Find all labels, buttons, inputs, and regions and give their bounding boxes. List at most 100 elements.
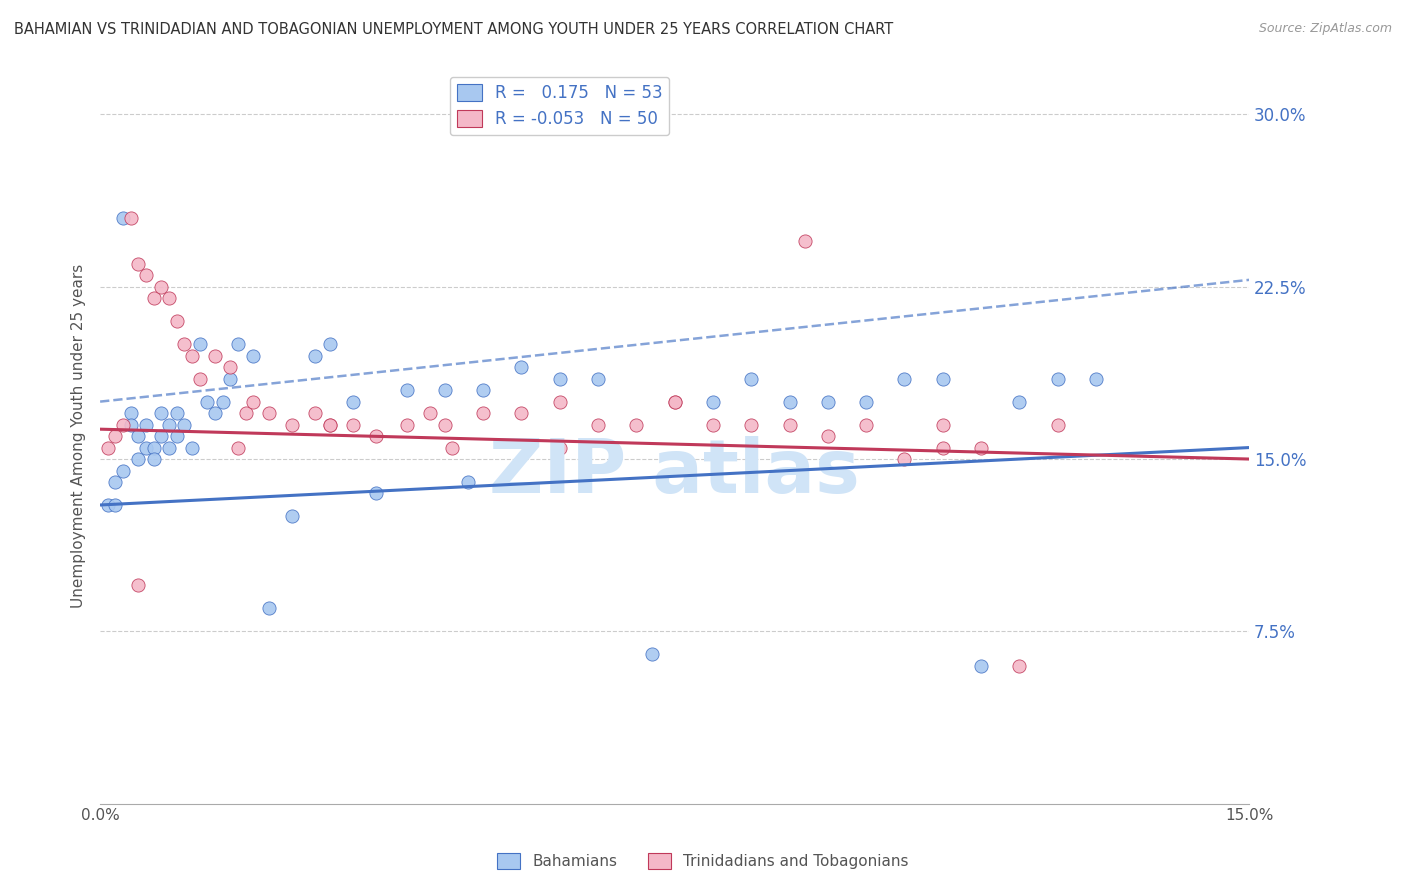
Point [280, 417, 302, 432]
Point [932, 371, 955, 385]
Point [433, 417, 456, 432]
Point [120, 406, 142, 420]
Point [342, 394, 364, 409]
Point [242, 349, 264, 363]
Point [702, 417, 724, 432]
Point [104, 475, 127, 489]
Text: Source: ZipAtlas.com: Source: ZipAtlas.com [1258, 22, 1392, 36]
Point [157, 417, 180, 432]
Point [127, 257, 149, 271]
Point [181, 441, 204, 455]
Point [150, 429, 173, 443]
Point [127, 452, 149, 467]
Point [112, 463, 135, 477]
Point [173, 417, 195, 432]
Point [112, 417, 135, 432]
Text: BAHAMIAN VS TRINIDADIAN AND TOBAGONIAN UNEMPLOYMENT AMONG YOUTH UNDER 25 YEARS C: BAHAMIAN VS TRINIDADIAN AND TOBAGONIAN U… [14, 22, 893, 37]
Point [457, 475, 479, 489]
Point [280, 509, 302, 524]
Point [364, 429, 387, 443]
Point [893, 452, 915, 467]
Point [150, 406, 173, 420]
Point [441, 441, 464, 455]
Point [586, 417, 609, 432]
Point [779, 394, 801, 409]
Point [150, 279, 173, 293]
Point [226, 337, 249, 351]
Point [257, 406, 280, 420]
Point [970, 441, 993, 455]
Point [855, 394, 877, 409]
Point [1008, 658, 1031, 673]
Point [342, 417, 364, 432]
Point [188, 337, 211, 351]
Point [104, 498, 127, 512]
Point [855, 417, 877, 432]
Point [817, 394, 839, 409]
Y-axis label: Unemployment Among Youth under 25 years: Unemployment Among Youth under 25 years [72, 264, 86, 608]
Point [932, 441, 955, 455]
Point [548, 394, 571, 409]
Point [779, 417, 801, 432]
Point [166, 429, 188, 443]
Legend: R =   0.175   N = 53, R = -0.053   N = 50: R = 0.175 N = 53, R = -0.053 N = 50 [450, 77, 669, 135]
Point [304, 349, 326, 363]
Point [166, 314, 188, 328]
Point [135, 417, 157, 432]
Point [142, 291, 165, 305]
Point [219, 371, 242, 385]
Point [135, 268, 157, 283]
Point [204, 406, 226, 420]
Point [1046, 417, 1069, 432]
Point [97, 498, 120, 512]
Point [226, 441, 249, 455]
Point [112, 211, 135, 225]
Point [395, 383, 418, 397]
Point [142, 441, 165, 455]
Point [433, 383, 456, 397]
Point [304, 406, 326, 420]
Point [157, 441, 180, 455]
Point [173, 337, 195, 351]
Point [104, 429, 127, 443]
Point [817, 429, 839, 443]
Point [127, 578, 149, 592]
Point [319, 337, 342, 351]
Point [932, 417, 955, 432]
Point [740, 417, 762, 432]
Point [195, 394, 218, 409]
Point [235, 406, 257, 420]
Point [319, 417, 342, 432]
Point [395, 417, 418, 432]
Point [740, 371, 762, 385]
Point [793, 234, 815, 248]
Point [120, 211, 142, 225]
Point [472, 406, 495, 420]
Point [127, 429, 149, 443]
Point [970, 658, 993, 673]
Point [510, 406, 533, 420]
Point [211, 394, 233, 409]
Point [319, 417, 342, 432]
Point [548, 371, 571, 385]
Point [626, 417, 648, 432]
Text: ZIP atlas: ZIP atlas [489, 436, 860, 509]
Point [181, 349, 204, 363]
Point [640, 648, 662, 662]
Point [1084, 371, 1107, 385]
Point [364, 486, 387, 500]
Point [548, 441, 571, 455]
Point [120, 417, 142, 432]
Point [472, 383, 495, 397]
Point [418, 406, 440, 420]
Point [1008, 394, 1031, 409]
Point [664, 394, 686, 409]
Point [664, 394, 686, 409]
Point [142, 452, 165, 467]
Point [242, 394, 264, 409]
Point [586, 371, 609, 385]
Point [166, 406, 188, 420]
Legend: Bahamians, Trinidadians and Tobagonians: Bahamians, Trinidadians and Tobagonians [491, 847, 915, 875]
Point [257, 601, 280, 615]
Point [219, 360, 242, 375]
